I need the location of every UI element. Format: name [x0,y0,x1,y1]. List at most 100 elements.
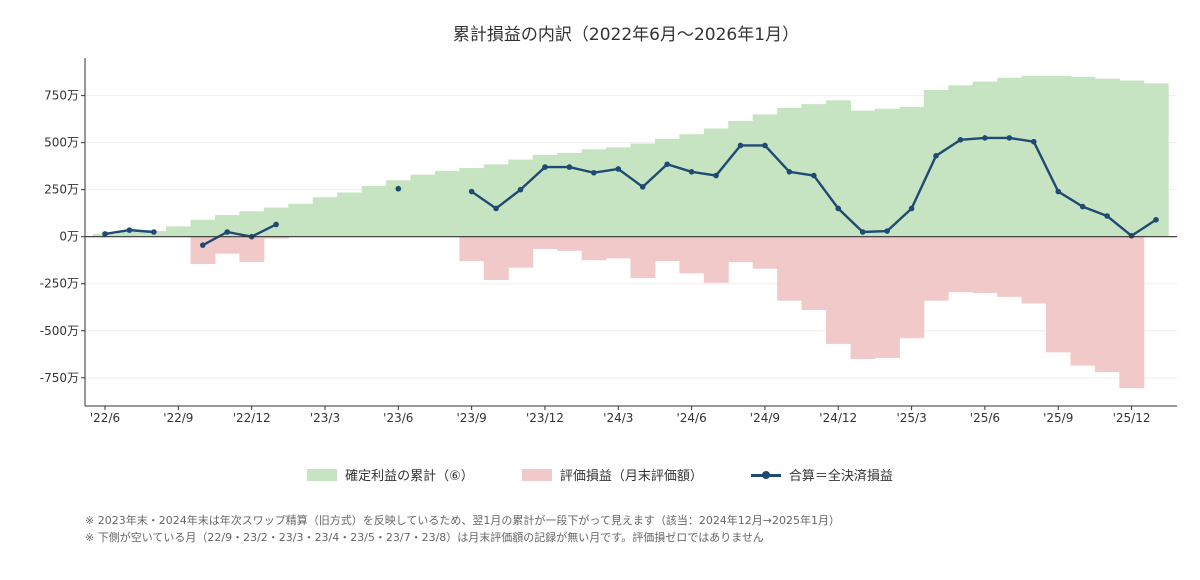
footnote-2: ※ 下側が空いている月（22/9・23/2・23/3・23/4・23/5・23/… [85,531,764,544]
realized-bar [190,219,216,237]
y-tick-label: 0万 [59,230,79,244]
x-tick-label: '23/9 [457,411,487,425]
unrealized-bar [1070,236,1096,366]
unrealized-bar [459,236,485,262]
total-point [591,169,597,176]
realized-bar [923,89,949,237]
y-tick-label: -250万 [40,277,79,291]
unrealized-bar [703,236,729,283]
y-tick-label: -750万 [40,371,79,385]
x-tick-label: '24/12 [819,411,857,425]
total-point [273,221,279,228]
unrealized-bar [630,236,656,279]
unrealized-bar [214,236,240,254]
total-point [664,161,670,168]
realized-bar [288,203,314,237]
unrealized-bar [581,236,607,261]
unrealized-bar [948,236,974,293]
footnotes: ※ 2023年末・2024年末は年次スワップ精算（旧方式）を反映しているため、翌… [85,512,840,546]
x-tick-label: '23/6 [383,411,413,425]
legend-swatch-unrealized [521,468,552,481]
x-tick-label: '24/3 [603,411,633,425]
total-point [762,142,768,149]
realized-bar [361,185,387,237]
x-tick-label: '25/3 [896,411,926,425]
realized-bar [1070,76,1096,237]
y-tick-label: 750万 [44,89,79,103]
total-point [126,227,133,233]
y-tick-label: 500万 [44,136,79,150]
realized-bar [312,197,338,237]
unrealized-bar [1094,236,1120,373]
axes [84,58,1177,407]
unrealized-bar [508,236,534,268]
unrealized-bar [483,236,509,280]
unrealized-bar [1046,236,1071,353]
footnote-1: ※ 2023年末・2024年末は年次スワップ精算（旧方式）を反映しているため、翌… [85,514,841,527]
realized-bar [1143,83,1169,237]
x-tick-label: '25/12 [1113,411,1151,425]
legend: 確定利益の累計（⑥） 評価損益（月末評価額） 合算＝全決済損益 [0,465,1200,484]
gridlines [85,95,1177,379]
realized-bars [92,75,1169,237]
unrealized-bar [899,236,925,339]
total-point [1153,216,1159,223]
cumulative-pnl-chart: 累計損益の内訳（2022年6月〜2026年1月） -750万 -500万 -250万… [40,25,1177,425]
total-point [1030,138,1037,145]
total-point [615,166,622,172]
realized-bar [972,81,998,237]
legend-label-unrealized: 評価損益（月末評価額） [559,469,703,484]
realized-bar [850,110,876,237]
total-point [1128,232,1135,239]
total-point [957,137,964,143]
x-tick-label: '24/9 [750,411,780,425]
total-point [982,135,988,141]
realized-bar [410,174,436,237]
unrealized-bar [777,236,803,301]
x-axis-ticks: '22/6 '22/9 '22/12 '23/3 '23/6 '23/9 '23/12 '24… [90,406,1151,425]
total-point [908,205,915,212]
total-point [224,229,231,235]
total-point [884,228,890,234]
unrealized-bar [972,236,998,294]
total-point [786,169,793,175]
x-tick-label: '22/12 [233,411,271,425]
total-point [859,229,866,235]
realized-bar [801,104,827,237]
x-tick-label: '22/6 [90,411,120,425]
realized-bar [1046,75,1071,237]
realized-bar [117,232,143,237]
realized-bar [606,147,631,237]
unrealized-bar [752,236,778,269]
unrealized-bar [263,236,289,239]
realized-bar [1094,78,1120,237]
total-point [1055,188,1062,195]
total-line-segment [202,223,277,247]
unrealized-bar [997,236,1023,297]
realized-bar [1021,75,1047,237]
unrealized-bar [1021,236,1047,304]
realized-bar [214,215,240,237]
unrealized-bar [874,236,900,359]
unrealized-bar [239,236,265,263]
realized-bar [508,159,534,237]
total-point [542,164,548,170]
unrealized-bar [654,236,680,262]
x-tick-label: '24/6 [676,411,706,425]
unrealized-bar [606,236,631,259]
unrealized-bar [826,236,851,344]
total-point [639,184,646,190]
realized-bar [728,121,754,237]
total-point [737,142,744,149]
total-point [468,188,475,195]
legend-swatch-total [750,469,781,481]
total-point [151,229,157,235]
realized-bar [581,149,607,237]
unrealized-bar [557,236,583,251]
y-tick-label: -500万 [40,324,79,338]
realized-bar [166,226,192,237]
x-tick-label: '23/3 [310,411,340,425]
legend-item-unrealized: 評価損益（月末評価額） [521,465,703,484]
total-point [1006,135,1013,141]
legend-swatch-realized [307,468,338,481]
